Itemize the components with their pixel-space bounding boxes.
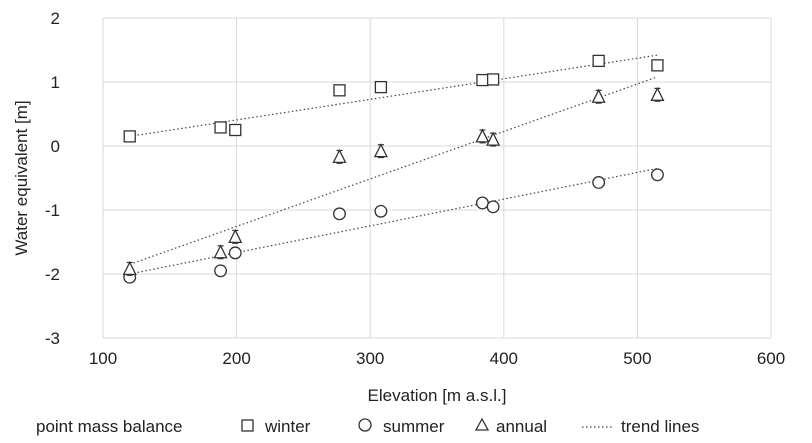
summer-point <box>592 176 606 189</box>
x-tick-label: 500 <box>623 349 651 368</box>
winter-trend-line <box>129 54 658 137</box>
winter-point <box>476 73 489 87</box>
trend-lines <box>129 54 658 275</box>
legend-summer-label: summer <box>383 417 445 436</box>
winter-point <box>651 59 664 72</box>
legend-title: point mass balance <box>36 417 182 436</box>
x-tick-label: 100 <box>89 349 117 368</box>
summer-point <box>475 196 489 210</box>
summer-point <box>214 264 228 278</box>
winter-point <box>229 123 242 137</box>
axes: 100 200 300 400 500 600 -3 -2 -1 0 1 2 <box>45 9 785 368</box>
y-axis-label: Water equivalent [m] <box>12 100 31 255</box>
annual-point <box>486 131 501 146</box>
x-tick-label: 300 <box>356 349 384 368</box>
legend-annual-marker <box>474 417 490 431</box>
y-tick-label: -3 <box>45 329 60 348</box>
annual-point <box>475 128 490 143</box>
summer-point <box>333 207 346 221</box>
y-tick-label: 0 <box>51 137 60 156</box>
annual-point <box>213 244 228 259</box>
y-tick-label: 2 <box>51 9 60 28</box>
x-tick-label: 200 <box>222 349 250 368</box>
annual-trend-line <box>129 76 658 265</box>
summer-point <box>228 246 242 260</box>
winter-point <box>214 121 227 134</box>
legend-winter-marker <box>241 419 254 432</box>
annual-point <box>332 148 347 164</box>
x-tick-label: 400 <box>490 349 518 368</box>
annual-point <box>373 143 388 158</box>
winter-point <box>592 54 605 68</box>
annual-point <box>228 228 243 244</box>
legend: point mass balance winter summer annual … <box>36 417 699 436</box>
annual-point <box>650 86 665 101</box>
summer-point <box>650 168 664 182</box>
legend-trend-label: trend lines <box>621 417 699 436</box>
y-tick-label: -2 <box>45 265 60 284</box>
y-tick-label: -1 <box>45 201 60 220</box>
x-tick-label: 600 <box>757 349 785 368</box>
summer-trend-line <box>129 167 658 275</box>
legend-winter-label: winter <box>264 417 311 436</box>
data-points <box>122 54 665 284</box>
x-axis-label: Elevation [m a.s.l.] <box>368 386 507 405</box>
winter-point <box>333 84 346 97</box>
winter-point <box>486 73 500 86</box>
grid-lines <box>102 17 772 339</box>
winter-point <box>374 80 388 94</box>
y-tick-label: 1 <box>51 73 60 92</box>
legend-summer-marker <box>358 418 372 432</box>
annual-point <box>122 260 137 276</box>
summer-point <box>486 200 500 214</box>
legend-annual-label: annual <box>496 417 547 436</box>
summer-point <box>374 204 388 218</box>
annual-point <box>591 88 606 103</box>
winter-point <box>123 130 136 143</box>
